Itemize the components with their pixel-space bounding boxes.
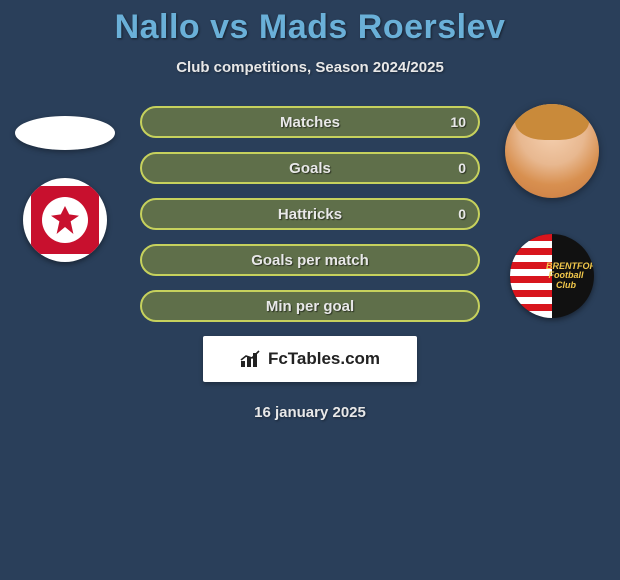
stat-row-hattricks: Hattricks 0 [140, 198, 480, 230]
stat-row-goals: Goals 0 [140, 152, 480, 184]
stats-table: Matches 10 Goals 0 Hattricks 0 Goals per… [140, 104, 480, 322]
comparison-panel: BRENTFORD Football Club Matches 10 Goals… [0, 104, 620, 421]
player-right-photo [505, 104, 599, 198]
club-right-label: BRENTFORD Football Club [546, 262, 586, 290]
club-badge-left [23, 178, 107, 262]
stat-value-right: 0 [458, 160, 466, 176]
stat-label: Goals [289, 160, 331, 177]
stat-row-mpg: Min per goal [140, 290, 480, 322]
club-badge-right: BRENTFORD Football Club [510, 234, 594, 318]
stat-row-matches: Matches 10 [140, 106, 480, 138]
stat-label: Hattricks [278, 206, 342, 223]
stat-label: Min per goal [266, 298, 354, 315]
player-right-column: BRENTFORD Football Club [502, 104, 602, 318]
stat-row-gpm: Goals per match [140, 244, 480, 276]
stat-label: Matches [280, 114, 340, 131]
subtitle: Club competitions, Season 2024/2025 [0, 59, 620, 76]
player-left-photo-placeholder [15, 116, 115, 150]
brand-box: FcTables.com [203, 336, 417, 382]
date-text: 16 january 2025 [0, 404, 620, 421]
stat-value-right: 10 [450, 114, 466, 130]
stat-label: Goals per match [251, 252, 369, 269]
stat-value-right: 0 [458, 206, 466, 222]
bars-icon [240, 350, 262, 368]
page-title: Nallo vs Mads Roerslev [0, 0, 620, 47]
player-left-column [10, 104, 120, 262]
brand-text: FcTables.com [268, 349, 380, 369]
